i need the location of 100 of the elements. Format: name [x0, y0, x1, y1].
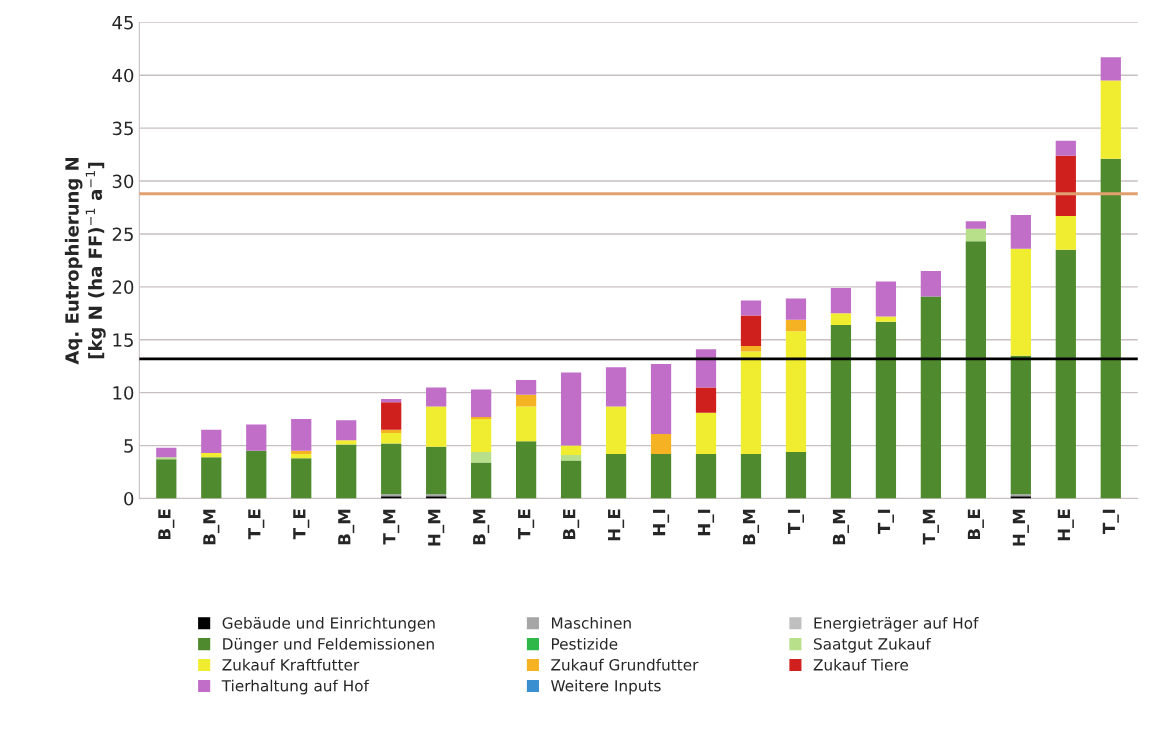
bar — [1055, 140, 1076, 156]
bar — [471, 389, 492, 417]
bar — [1055, 249, 1076, 499]
legend-label: Maschinen — [551, 616, 631, 629]
x-tick-label: T_M — [922, 509, 939, 545]
bar — [291, 419, 312, 451]
bar — [336, 444, 357, 499]
bar — [560, 372, 582, 446]
bar — [560, 445, 582, 456]
legend-label: Energieträger auf Hof — [814, 616, 979, 632]
legend-label: Pestizide — [551, 637, 618, 650]
bar — [201, 429, 222, 453]
y-axis-title: Aq. Eutrophierung N [kg N (ha FF)$^{−1}$ a$^{−1}$] — [64, 157, 106, 365]
legend-label: Gebäude und Einrichtungen — [222, 616, 435, 632]
bar — [605, 406, 627, 455]
x-tick-label: B_M — [832, 509, 850, 545]
bar — [1010, 355, 1031, 495]
y-tick-label: 5 — [124, 439, 133, 453]
bar — [1100, 80, 1121, 159]
bar — [965, 228, 986, 242]
bar — [920, 270, 942, 297]
bar — [381, 429, 402, 433]
bar — [426, 406, 447, 447]
bar — [560, 455, 582, 461]
bar — [156, 457, 177, 460]
x-tick-label: B_E — [158, 509, 175, 540]
bar — [201, 457, 222, 499]
bar — [291, 450, 312, 455]
bar — [471, 417, 492, 420]
bar — [291, 458, 312, 499]
bar — [740, 346, 762, 352]
bar — [740, 315, 762, 347]
bar — [291, 454, 312, 459]
x-tick-label: B_M — [203, 509, 220, 545]
bar — [471, 419, 492, 452]
x-tick-label: H_M — [1012, 509, 1029, 546]
bar — [920, 296, 942, 499]
bar — [830, 287, 852, 314]
bar — [785, 319, 807, 332]
x-tick-label: T_I — [787, 509, 805, 535]
legend-label: Zukauf Grundfutter — [551, 658, 699, 671]
y-tick-label: 40 — [112, 68, 134, 83]
bar — [1055, 215, 1076, 250]
bar — [156, 447, 177, 458]
legend-label: Dünger und Feldemissionen — [223, 637, 434, 653]
bar — [471, 451, 492, 463]
y-tick-label: 35 — [112, 121, 133, 136]
bar — [246, 450, 267, 499]
bar — [740, 300, 762, 316]
x-tick-label: T_I — [877, 509, 894, 535]
bar — [381, 443, 402, 495]
x-tick-label: T_I — [1102, 509, 1119, 535]
bar — [740, 351, 762, 455]
bar — [471, 462, 492, 499]
bar — [965, 221, 986, 229]
bar — [695, 454, 717, 499]
bar — [605, 454, 627, 499]
bar — [381, 399, 402, 403]
y-tick-label: 20 — [112, 280, 134, 294]
y-tick-label: 0 — [124, 491, 134, 506]
legend-label: Weitere Inputs — [551, 679, 661, 695]
x-tick-label: B_E — [967, 509, 984, 540]
x-tick-label: H_M — [428, 509, 445, 546]
bar — [650, 433, 672, 455]
x-tick-label: H_I — [698, 509, 715, 536]
bar — [515, 379, 537, 395]
bar — [875, 321, 897, 499]
x-tick-label: B_M — [338, 509, 355, 545]
bar — [1055, 155, 1076, 216]
bar — [830, 324, 852, 499]
bar — [246, 424, 267, 451]
bar — [1100, 158, 1121, 499]
y-tick-label: 10 — [113, 386, 134, 400]
bar — [426, 387, 447, 407]
bar — [1010, 248, 1031, 356]
x-tick-label: T_E — [293, 509, 310, 540]
x-tick-label: B_M — [742, 509, 760, 545]
bar — [1100, 57, 1121, 81]
bar — [515, 441, 537, 499]
bar — [740, 454, 762, 499]
bar — [785, 331, 807, 452]
y-tick-label: 25 — [112, 227, 133, 242]
x-tick-label: T_M — [383, 509, 400, 545]
bar — [695, 349, 717, 388]
x-tick-label: T_E — [248, 509, 265, 540]
bar — [605, 367, 627, 407]
bar — [1010, 214, 1031, 249]
bar — [336, 440, 357, 445]
legend-label: Tierhaltung auf Hof — [221, 679, 370, 695]
bar — [515, 394, 537, 407]
bar — [785, 451, 807, 499]
bar — [560, 460, 582, 499]
legend-label: Saatgut Zukauf — [813, 637, 932, 653]
legend-label: Zukauf Kraftfutter — [222, 658, 360, 671]
x-tick-label: T_E — [518, 509, 535, 540]
bar — [695, 387, 717, 413]
bar — [336, 420, 357, 441]
legend-label: Zukauf Tiere — [813, 658, 909, 671]
bar — [650, 454, 672, 499]
y-tick-label: 45 — [112, 16, 133, 30]
